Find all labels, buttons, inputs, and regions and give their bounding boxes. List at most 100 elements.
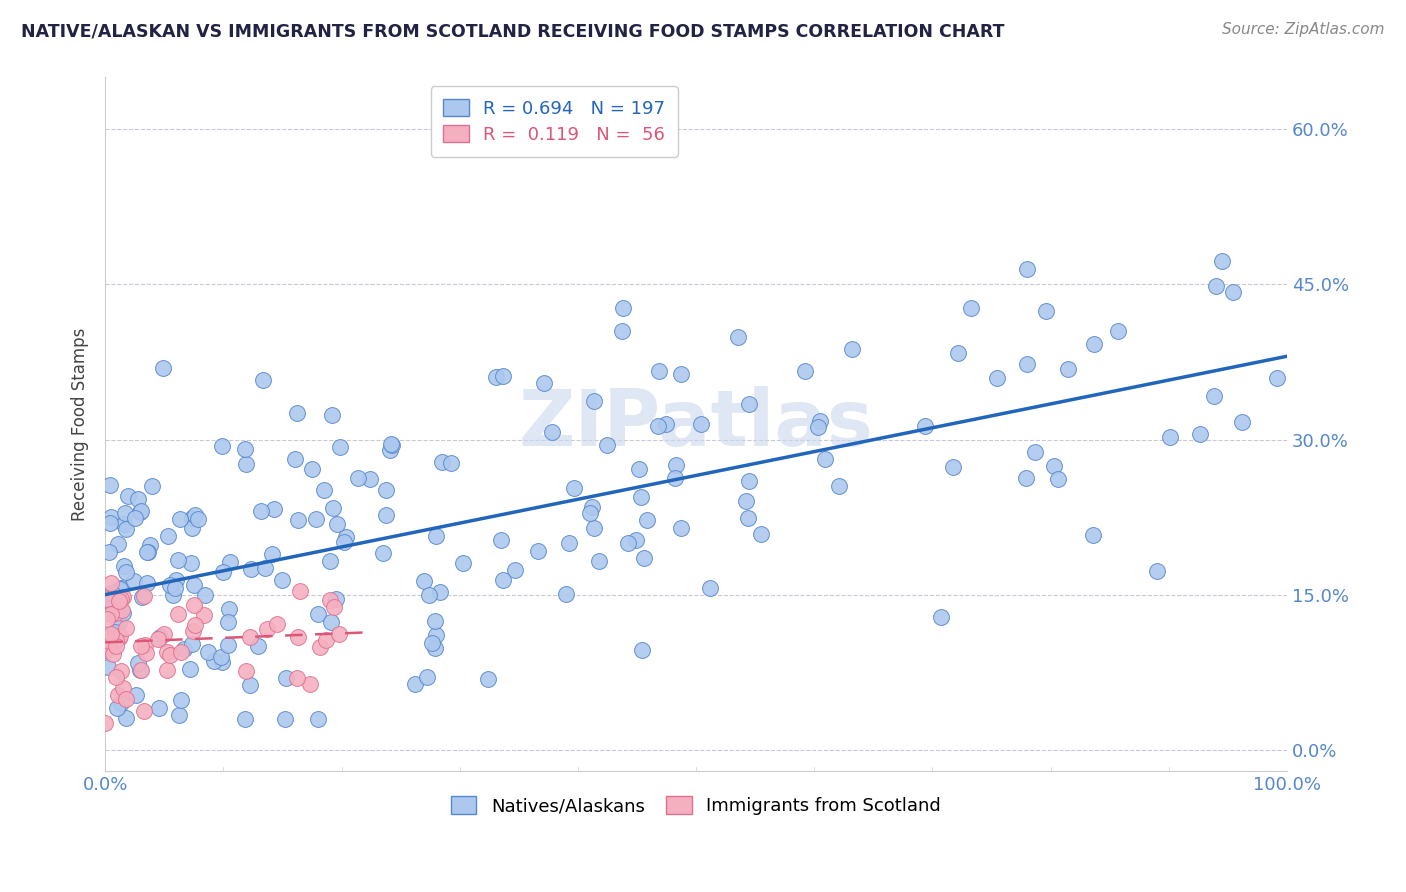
Point xyxy=(378,442,401,457)
Point xyxy=(451,556,474,570)
Point xyxy=(127,491,149,506)
Point xyxy=(217,615,239,629)
Point xyxy=(122,574,145,588)
Point xyxy=(346,471,368,485)
Point xyxy=(737,510,759,524)
Point xyxy=(274,671,297,685)
Point xyxy=(101,600,124,615)
Point xyxy=(180,637,202,651)
Point xyxy=(100,510,122,524)
Point xyxy=(104,606,127,620)
Point xyxy=(104,633,127,648)
Point xyxy=(631,643,654,657)
Point xyxy=(166,553,188,567)
Point xyxy=(128,664,150,678)
Point xyxy=(114,522,136,536)
Point xyxy=(489,533,512,547)
Point xyxy=(636,513,658,527)
Point xyxy=(425,528,447,542)
Point xyxy=(112,516,135,531)
Point xyxy=(114,506,136,520)
Point xyxy=(148,632,170,647)
Point xyxy=(578,506,600,520)
Point xyxy=(699,581,721,595)
Point xyxy=(211,565,233,579)
Point xyxy=(167,607,190,621)
Point xyxy=(381,438,404,452)
Point xyxy=(665,458,688,473)
Point xyxy=(149,630,172,644)
Point xyxy=(1015,471,1038,485)
Point xyxy=(108,615,131,630)
Point xyxy=(318,593,340,607)
Point xyxy=(110,581,132,595)
Point xyxy=(492,574,515,588)
Point xyxy=(125,688,148,702)
Point xyxy=(239,562,262,576)
Point xyxy=(111,591,134,605)
Point xyxy=(250,504,273,518)
Point xyxy=(138,545,160,559)
Point xyxy=(193,607,215,622)
Point xyxy=(321,615,343,629)
Point xyxy=(141,479,163,493)
Point xyxy=(321,409,343,423)
Point xyxy=(1222,285,1244,300)
Point xyxy=(110,696,132,710)
Point xyxy=(749,526,772,541)
Point xyxy=(627,462,650,476)
Point xyxy=(1107,325,1129,339)
Point xyxy=(94,715,117,730)
Point xyxy=(485,370,508,384)
Point xyxy=(647,419,669,434)
Point xyxy=(128,505,150,519)
Point xyxy=(110,592,132,607)
Point xyxy=(630,490,652,504)
Point xyxy=(669,521,692,535)
Point xyxy=(184,618,207,632)
Point xyxy=(318,554,340,568)
Point xyxy=(180,557,202,571)
Point xyxy=(129,663,152,677)
Text: NATIVE/ALASKAN VS IMMIGRANTS FROM SCOTLAND RECEIVING FOOD STAMPS CORRELATION CHA: NATIVE/ALASKAN VS IMMIGRANTS FROM SCOTLA… xyxy=(21,22,1005,40)
Point xyxy=(211,439,233,453)
Point xyxy=(420,636,443,650)
Point xyxy=(942,459,965,474)
Point xyxy=(814,452,837,467)
Point xyxy=(307,712,329,726)
Point xyxy=(669,367,692,381)
Point xyxy=(1035,304,1057,318)
Point xyxy=(610,324,633,338)
Point xyxy=(1202,388,1225,402)
Point xyxy=(960,301,983,316)
Point xyxy=(233,442,256,456)
Point xyxy=(108,629,131,643)
Point xyxy=(94,643,117,657)
Point xyxy=(169,511,191,525)
Point xyxy=(285,406,308,420)
Point xyxy=(101,648,124,662)
Point xyxy=(100,607,122,622)
Point xyxy=(375,483,398,497)
Point xyxy=(1205,278,1227,293)
Point xyxy=(202,654,225,668)
Point xyxy=(247,640,270,654)
Point xyxy=(94,632,117,646)
Y-axis label: Receiving Food Stamps: Receiving Food Stamps xyxy=(72,327,89,521)
Point xyxy=(170,645,193,659)
Point xyxy=(105,670,128,684)
Point xyxy=(138,539,160,553)
Point xyxy=(117,489,139,503)
Point xyxy=(555,586,578,600)
Point xyxy=(135,575,157,590)
Point xyxy=(492,368,515,383)
Point xyxy=(112,559,135,574)
Point xyxy=(588,554,610,568)
Point xyxy=(111,606,134,620)
Point xyxy=(418,588,440,602)
Point xyxy=(335,530,357,544)
Point xyxy=(104,639,127,653)
Point xyxy=(100,626,122,640)
Point xyxy=(285,671,308,685)
Point xyxy=(132,704,155,718)
